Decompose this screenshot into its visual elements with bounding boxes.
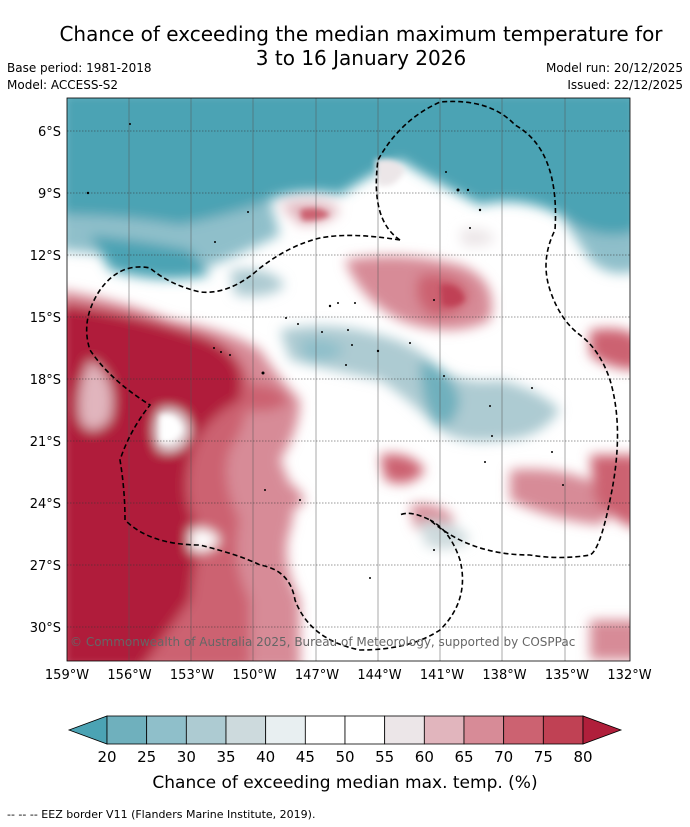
colorbar-tick: 25 [137,748,156,766]
lat-label: 27°S [30,559,61,574]
lon-label: 156°W [107,668,151,683]
model-run: Model run: 20/12/2025 [545,61,683,75]
lon-label: 147°W [295,668,339,683]
map-figure: © Commonwealth of Australia 2025, Bureau… [30,97,652,793]
colorbar-extend-high [582,715,623,745]
colorbar-tick: 35 [216,748,235,766]
colorbar: 20 25 30 35 40 45 50 55 60 65 70 75 80 [67,715,623,766]
lon-label: 159°W [45,668,89,683]
colorbar-bin [304,715,346,745]
graticule [67,130,630,628]
colorbar-tick: 80 [573,748,592,766]
lat-label: 15°S [30,311,61,326]
colorbar-label: Chance of exceeding median max. temp. (%… [152,773,537,793]
colorbar-bin [225,715,267,745]
lon-label: 153°W [170,668,214,683]
base-period: Base period: 1981-2018 [7,61,152,75]
lon-label: 144°W [357,668,401,683]
colorbar-extend-low [67,715,108,745]
colorbar-bin [423,715,465,745]
colorbar-bin [146,715,187,745]
colorbar-tick: 70 [494,748,513,766]
meridians [128,98,566,661]
probability-detail [160,158,465,443]
meta-right: Model run: 20/12/2025 Issued: 22/12/2025 [546,60,683,94]
lon-label: 132°W [607,668,651,683]
lat-label: 21°S [30,435,61,450]
lon-label: 135°W [545,668,589,683]
lon-label: 150°W [232,668,276,683]
colorbar-bin [106,715,148,745]
probability-field [67,98,630,661]
map-area: © Commonwealth of Australia 2025, Bureau… [67,98,630,661]
colorbar-bin [185,715,227,745]
colorbar-bin [463,715,505,745]
issued-date: Issued: 22/12/2025 [567,78,683,92]
colorbar-bin [265,715,306,745]
model-name: Model: ACCESS-S2 [7,78,119,92]
copyright-notice: © Commonwealth of Australia 2025, Bureau… [70,635,575,649]
eez-borders [85,100,619,651]
meta-left: Base period: 1981-2018 Model: ACCESS-S2 [7,60,152,94]
lat-label: 30°S [30,621,61,636]
islands [86,123,564,579]
colorbar-bin [542,715,584,745]
colorbar-tick: 45 [296,748,315,766]
colorbar-bin [384,715,425,745]
lon-label: 138°W [482,668,526,683]
lat-label: 18°S [30,373,61,388]
colorbar-tick: 60 [415,748,434,766]
colorbar-tick: 30 [177,748,196,766]
latitude-labels: 6°S 9°S 12°S 15°S 18°S 21°S 24°S 27°S 30°S [30,125,61,636]
colorbar-tick: 55 [375,748,394,766]
lat-label: 9°S [38,187,61,202]
title-line-1: Chance of exceeding the median maximum t… [59,22,663,46]
colorbar-bin [503,715,544,745]
colorbar-tick: 20 [97,748,116,766]
lon-label: 141°W [420,668,464,683]
map-frame [66,97,631,662]
colorbar-tick: 40 [256,748,275,766]
eez-legend: -- -- -- EEZ border V11 (Flanders Marine… [7,808,316,821]
colorbar-tick: 75 [534,748,553,766]
lat-label: 12°S [30,249,61,264]
colorbar-bin [344,715,386,745]
map-title: Chance of exceeding the median maximum t… [40,22,682,70]
lat-label: 6°S [38,125,61,140]
title-line-2: 3 to 16 January 2026 [255,46,467,70]
longitude-labels: 159°W 156°W 153°W 150°W 147°W 144°W 141°W 138°W… [45,668,652,683]
colorbar-tick: 65 [454,748,473,766]
lat-label: 24°S [30,497,61,512]
colorbar-tick: 50 [335,748,354,766]
